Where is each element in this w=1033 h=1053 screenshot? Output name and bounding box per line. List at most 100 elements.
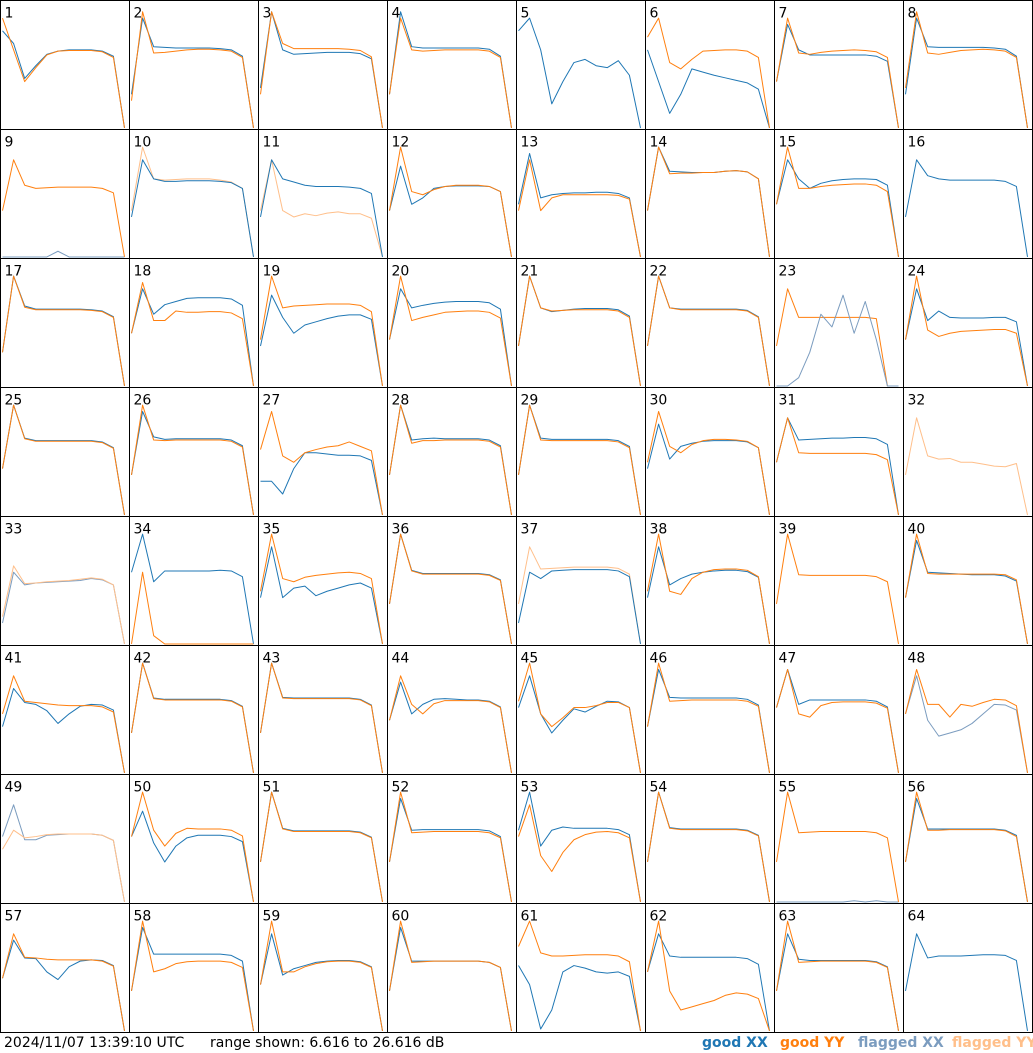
spectrum-line	[389, 17, 512, 129]
spectrum-line	[389, 920, 512, 1032]
range-unit: dB	[426, 1035, 445, 1051]
panel: 31	[774, 387, 904, 517]
panel-number: 41	[5, 651, 23, 667]
panel-frame	[774, 0, 904, 130]
spectrum-line	[776, 417, 899, 516]
panel: 37	[516, 516, 646, 646]
spectrum-line	[260, 410, 383, 516]
panel-number: 36	[392, 522, 410, 538]
panel-frame	[387, 645, 517, 775]
panel-number: 53	[521, 780, 539, 796]
panel-frame	[774, 387, 904, 517]
panel-frame	[129, 516, 259, 646]
panel: 16	[903, 129, 1033, 259]
spectrum-line	[647, 791, 770, 903]
panel: 47	[774, 645, 904, 775]
spectrum-line	[905, 159, 1028, 258]
panel-number: 54	[650, 780, 668, 796]
panel-frame	[387, 0, 517, 130]
spectrum-line	[905, 533, 1028, 645]
spectrum-line	[518, 662, 641, 774]
panel-number: 28	[392, 393, 410, 409]
panel: 41	[0, 645, 130, 775]
panel-number: 50	[134, 780, 152, 796]
spectrum-line	[2, 688, 125, 774]
spectrum-line	[389, 11, 512, 129]
panel: 40	[903, 516, 1033, 646]
panel-number: 31	[779, 393, 797, 409]
panel: 12	[387, 129, 517, 259]
panel-frame	[0, 387, 130, 517]
panel-frame	[774, 516, 904, 646]
spectrum-line	[647, 668, 770, 774]
panel-number: 39	[779, 522, 797, 538]
spectrum-line	[131, 159, 254, 258]
panel-number: 18	[134, 264, 152, 280]
spectrum-line	[2, 675, 125, 774]
panel-number: 38	[650, 522, 668, 538]
spectrum-line	[2, 275, 125, 387]
panel-number: 30	[650, 393, 668, 409]
legend-entry: good YY	[780, 1035, 845, 1051]
panel-number: 57	[5, 909, 23, 925]
panel-frame	[516, 258, 646, 388]
timestamp: 2024/11/07 13:39:10 UTC	[4, 1035, 184, 1051]
legend-entry: flagged YY	[952, 1035, 1033, 1051]
panel-number: 20	[392, 264, 410, 280]
panel: 42	[129, 645, 259, 775]
panel-number: 59	[263, 909, 281, 925]
panel: 22	[645, 258, 775, 388]
spectrum-line	[2, 565, 125, 645]
panel-frame	[258, 129, 388, 259]
spectrum-line	[776, 920, 899, 1032]
range-label: range shown:	[210, 1035, 305, 1051]
panel: 9	[0, 129, 130, 259]
panel-number: 12	[392, 135, 410, 151]
panel: 15	[774, 129, 904, 259]
panel: 21	[516, 258, 646, 388]
panel-frame	[516, 774, 646, 904]
spectrum-line	[260, 11, 383, 129]
panel-frame	[0, 0, 130, 130]
spectrum-line	[647, 546, 770, 645]
spectrum-line	[518, 965, 641, 1032]
panel: 48	[903, 645, 1033, 775]
panel-frame	[129, 387, 259, 517]
spectrum-line	[905, 11, 1028, 129]
panel-number: 15	[779, 135, 797, 151]
spectrum-line	[131, 571, 254, 645]
panel-number: 44	[392, 651, 410, 667]
panel-frame	[774, 903, 904, 1033]
panel-number: 35	[263, 522, 281, 538]
spectrum-line	[647, 920, 770, 1032]
panel: 52	[387, 774, 517, 904]
spectrum-line	[776, 159, 899, 258]
panel-frame	[516, 387, 646, 517]
panel-number: 58	[134, 909, 152, 925]
panel: 18	[129, 258, 259, 388]
panel-number: 8	[908, 6, 917, 22]
spectrum-line	[131, 662, 254, 774]
panel-number: 33	[5, 522, 23, 538]
spectrum-line	[260, 791, 383, 903]
panel: 8	[903, 0, 1033, 130]
panel: 6	[645, 0, 775, 130]
panel-number: 40	[908, 522, 926, 538]
spectrum-line	[776, 294, 899, 387]
panel: 35	[258, 516, 388, 646]
spectrum-line	[2, 404, 125, 516]
panel: 39	[774, 516, 904, 646]
spectrum-line	[518, 17, 641, 129]
panel: 27	[258, 387, 388, 517]
spectrum-line	[647, 146, 770, 258]
panel-frame	[516, 903, 646, 1033]
panel-frame	[258, 0, 388, 130]
spectrum-line	[518, 804, 641, 903]
panel-frame	[0, 258, 130, 388]
panel: 17	[0, 258, 130, 388]
spectrum-line	[2, 250, 125, 258]
panel-number: 1	[5, 6, 14, 22]
spectrum-line	[389, 288, 512, 387]
spectrum-line	[2, 933, 125, 1032]
panel-frame	[387, 516, 517, 646]
